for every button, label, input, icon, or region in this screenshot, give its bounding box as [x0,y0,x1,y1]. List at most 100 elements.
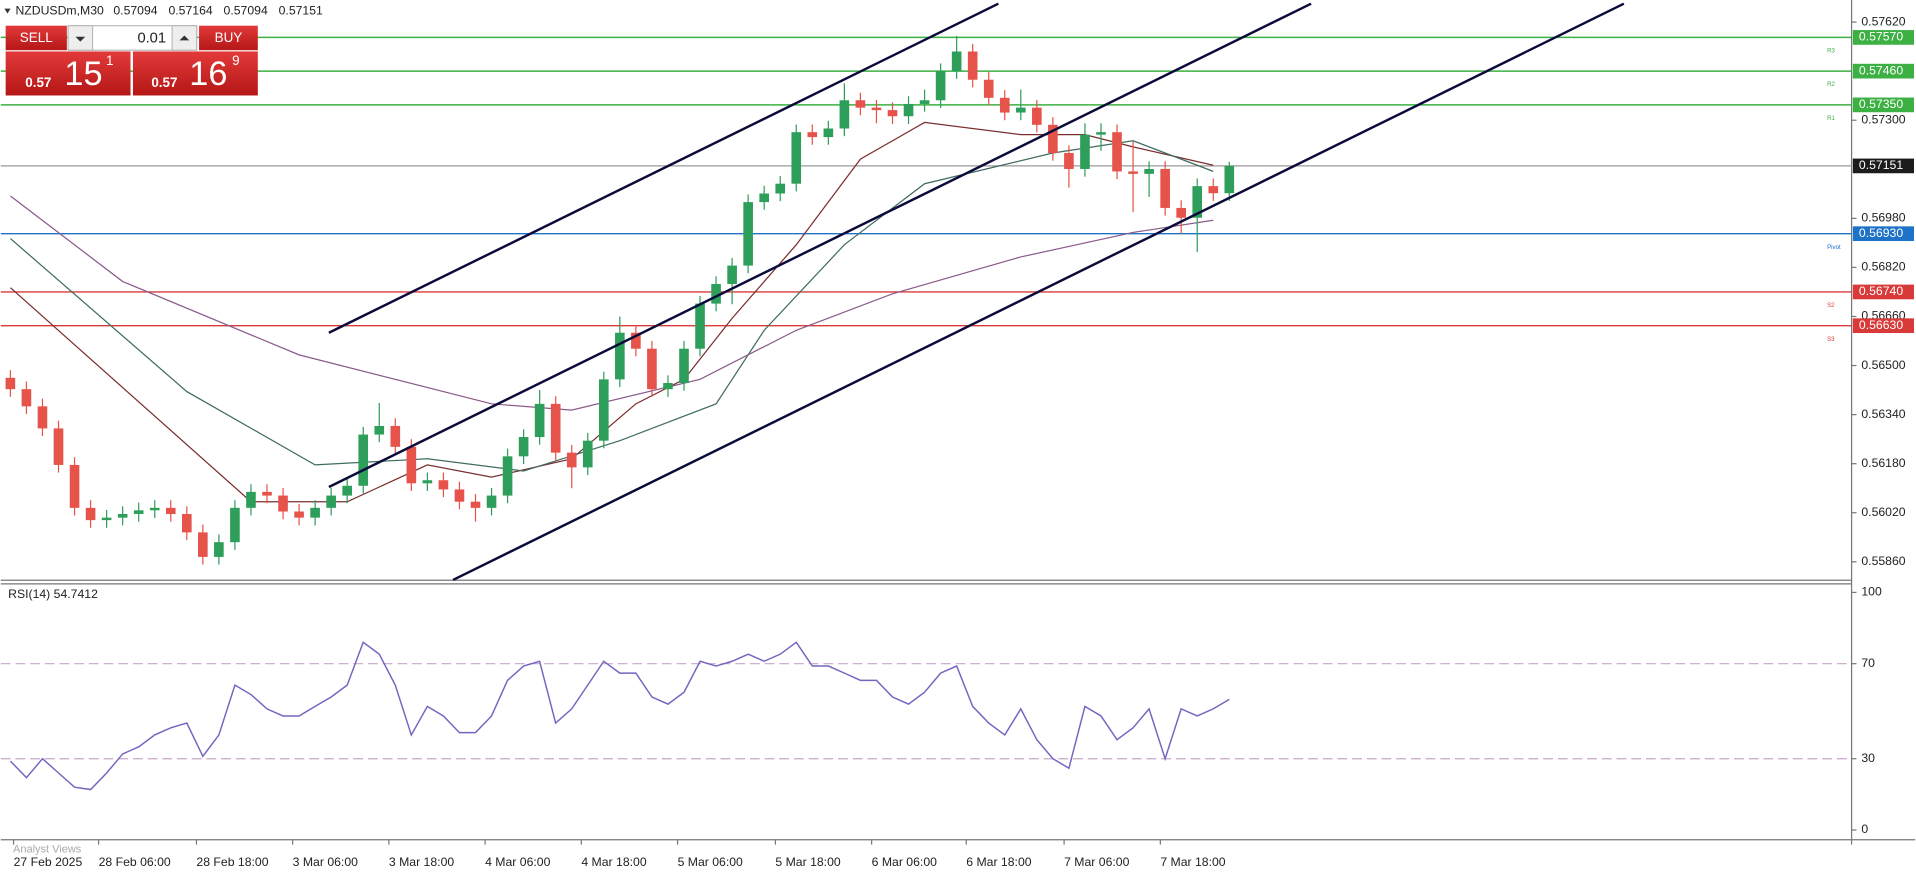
ohlc: 0.57151 [279,3,323,17]
y-tick-label: 0.56020 [1861,505,1905,519]
candle-body [871,107,882,111]
candle-body [1064,153,1074,169]
y-tick-label: 0.57620 [1861,14,1905,28]
y-tick-label: 0.55860 [1861,554,1905,568]
sell-button[interactable] [5,25,67,51]
candle-body [807,132,818,138]
candle-body [903,103,914,117]
level-price-label: 0.56630 [1859,318,1903,332]
level-name: R3 [1827,47,1835,54]
candle-body [246,491,256,508]
lot-value[interactable]: 0.01 [137,30,166,46]
sell-price-box[interactable] [5,51,131,96]
candle-body [550,403,561,453]
candle-body [342,485,353,496]
sell-price-big: 0.57 [25,75,51,90]
current-price-label: 0.57151 [1859,158,1903,172]
symbol-arrow [4,8,11,14]
candle-body [695,303,705,349]
candle-body [518,437,529,457]
candle-body [582,440,593,468]
x-tick-label: 27 Feb 2025 [14,855,83,869]
candle-body [1048,124,1058,154]
x-tick-label: 7 Mar 06:00 [1064,855,1129,869]
lot-up[interactable] [171,25,198,51]
candle-body [262,491,272,496]
x-tick-label: 4 Mar 18:00 [581,855,646,869]
current-price-box [1852,158,1915,174]
candle-body [823,128,834,138]
candle-body [839,100,850,129]
candle-body [855,100,866,108]
lot-down-icon [75,36,86,42]
candle-body [278,495,288,512]
trendline [452,2,1625,582]
level-price-label: 0.56740 [1859,284,1903,298]
ohlc: 0.57094 [113,3,157,17]
level-name: R2 [1827,81,1835,88]
candle-body [566,452,577,468]
symbol: NZDUSDm,M30 [15,3,104,17]
candle-body [133,510,144,514]
candle-body [214,542,224,557]
candle-body [117,513,128,518]
candle-body [454,489,465,502]
candle-body [631,332,641,349]
level-name: R1 [1827,115,1835,122]
candle-body [791,132,802,184]
candle-body [149,507,160,511]
buy-price-small: 9 [232,53,239,68]
level-name: Pivot [1827,244,1841,251]
candle-body [1144,168,1154,174]
y-tick-label: 0.56980 [1861,211,1905,225]
buy-label[interactable]: BUY [215,30,243,45]
rsi-tick-label: 70 [1861,656,1875,670]
sell-price-small: 1 [106,53,113,68]
y-tick-label: 0.57300 [1861,112,1905,126]
buy-button[interactable] [199,25,258,51]
candle-body [358,434,369,486]
candle-body [1096,132,1106,135]
x-tick-label: 3 Mar 18:00 [389,855,454,869]
x-tick-label: 5 Mar 06:00 [678,855,743,869]
candle-body [1015,107,1026,113]
sell-label[interactable]: SELL [20,30,53,45]
candle-body [759,193,769,203]
trendline [328,2,1312,489]
buy-price-main: 16 [189,55,227,93]
candle-body [326,495,336,508]
level-price-box [1852,318,1915,334]
candle-body [711,283,721,304]
level-price-label: 0.56930 [1859,226,1903,240]
candle-body [775,183,786,194]
x-tick-label: 28 Feb 06:00 [99,855,171,869]
level-price-box [1852,284,1915,300]
candle-body [101,517,112,521]
buy-price-box[interactable] [132,51,258,96]
level-name: S3 [1827,336,1835,343]
x-tick-label: 6 Mar 18:00 [966,855,1031,869]
candle-body [951,51,962,72]
footer: Analyst Views [13,843,82,855]
candle-body [679,348,689,384]
candle-body [935,71,946,101]
x-tick-label: 3 Mar 06:00 [293,855,358,869]
candle-body [390,425,401,447]
candle-body [422,480,433,484]
candle-body [438,480,449,490]
y-tick-label: 0.56820 [1861,260,1905,274]
candle-body [1160,168,1170,208]
level-price-label: 0.57460 [1859,63,1903,77]
candle-body [1080,134,1090,169]
candle-body [1208,186,1219,194]
rsi-tick-label: 30 [1861,751,1875,765]
ohlc: 0.57094 [224,3,268,17]
candle-body [1032,107,1042,125]
trendline [328,2,999,334]
candle-body [1112,132,1122,172]
candle-body [5,377,16,390]
x-tick-label: 28 Feb 18:00 [196,855,268,869]
y-tick-label: 0.56500 [1861,358,1905,372]
